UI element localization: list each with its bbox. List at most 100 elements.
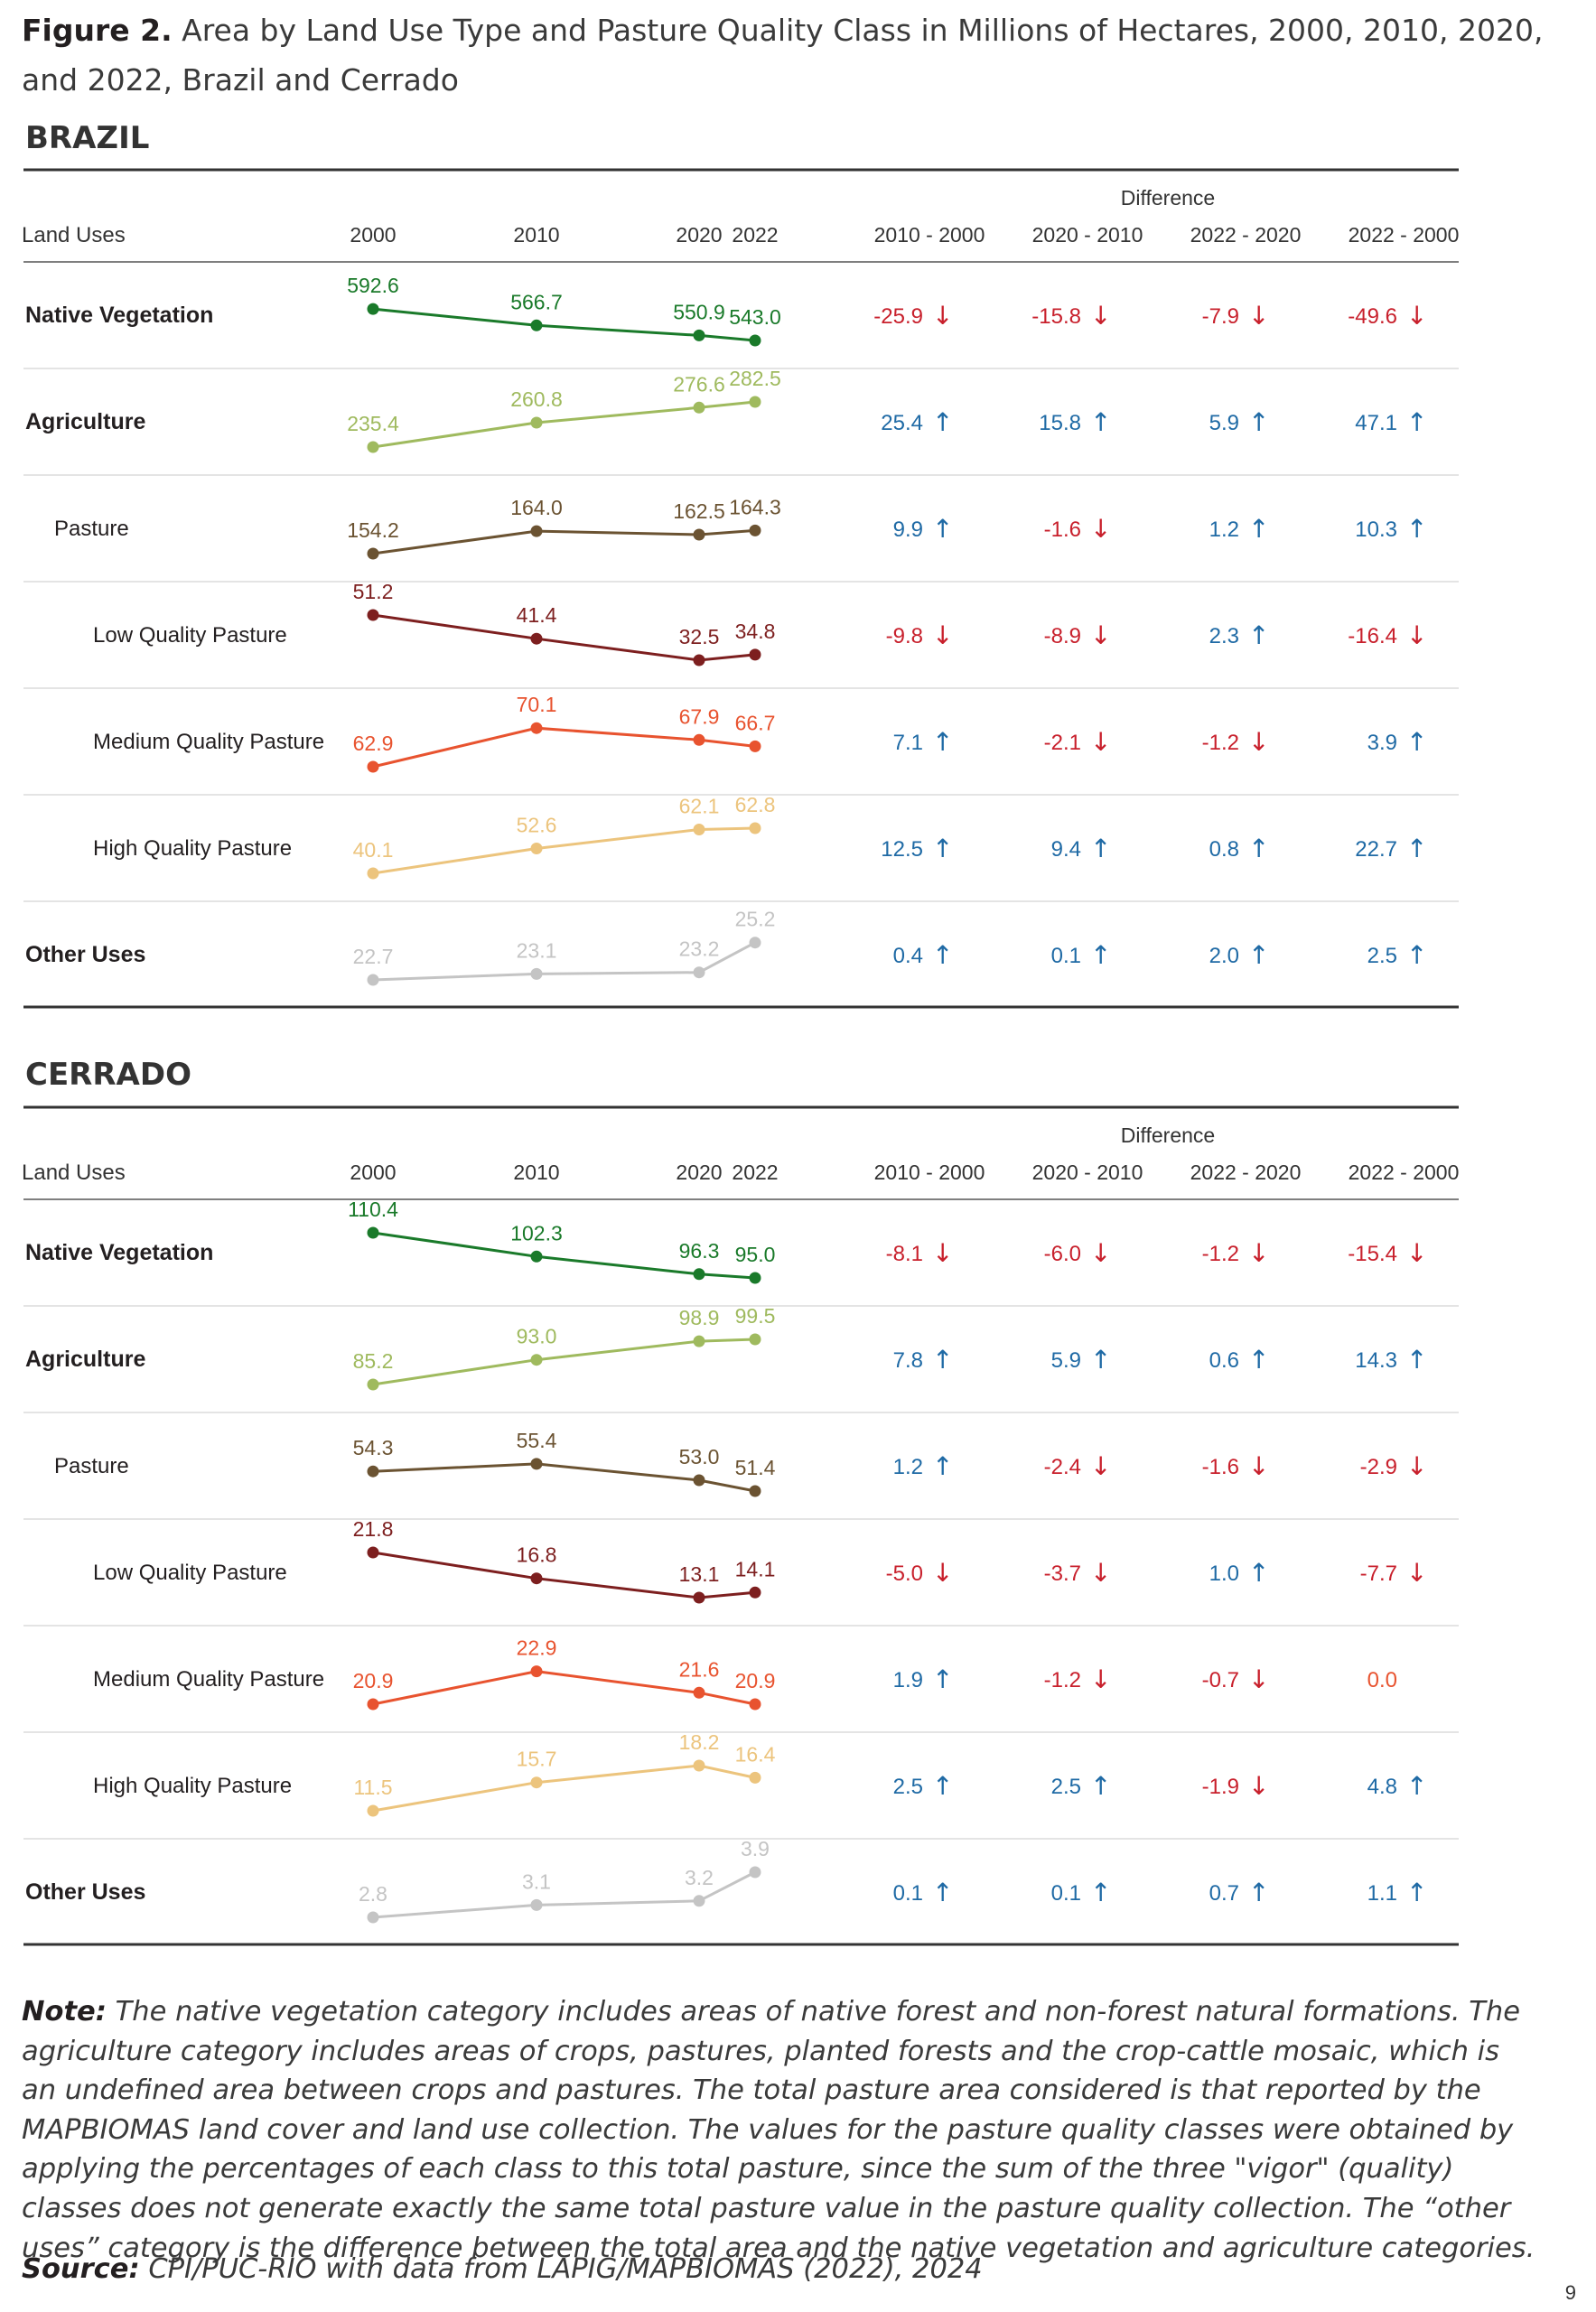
data-label: 110.4 — [348, 1198, 398, 1221]
difference-value: 1.2 — [893, 1455, 923, 1479]
data-label: 14.1 — [735, 1557, 776, 1580]
year-header-2020: 2020 — [676, 1161, 722, 1184]
difference-value: 0.1 — [1051, 944, 1081, 968]
data-label: 62.8 — [735, 793, 776, 816]
data-point — [693, 654, 705, 667]
data-label: 70.1 — [517, 693, 557, 716]
series-line-high-quality-pasture — [372, 1764, 756, 1813]
difference-value: 7.8 — [893, 1348, 923, 1373]
data-label: 13.1 — [679, 1562, 720, 1586]
data-point — [367, 760, 379, 773]
row-label-medium-quality-pasture: Medium Quality Pasture — [93, 1667, 324, 1692]
data-label: 22.7 — [353, 945, 394, 968]
data-label: 53.0 — [679, 1445, 720, 1468]
arrow-up-icon: ↑ — [1406, 1771, 1427, 1801]
data-label: 20.9 — [353, 1669, 394, 1692]
difference-value: -1.6 — [1044, 517, 1081, 542]
figure-source: Source: CPI/PUC-RIO with data from LAPIG… — [22, 2253, 983, 2285]
difference-value: 1.0 — [1209, 1562, 1239, 1586]
data-label: 16.8 — [517, 1543, 557, 1567]
arrow-down-icon: ↓ — [932, 301, 953, 331]
difference-value: -2.1 — [1044, 731, 1081, 755]
figure-title-text: Area by Land Use Type and Pasture Qualit… — [22, 13, 1544, 98]
data-point — [367, 1465, 379, 1478]
row-label-pasture: Pasture — [54, 517, 129, 541]
series-line-pasture — [372, 528, 756, 555]
arrow-up-icon: ↑ — [932, 1345, 953, 1375]
data-label: 543.0 — [729, 305, 781, 329]
difference-value: 47.1 — [1355, 411, 1397, 435]
data-point — [530, 843, 543, 854]
difference-value: -16.4 — [1348, 624, 1397, 648]
data-label: 3.9 — [741, 1837, 770, 1860]
difference-value: 4.8 — [1367, 1775, 1397, 1799]
arrow-up-icon: ↑ — [1406, 514, 1427, 544]
data-label: 85.2 — [353, 1349, 394, 1373]
difference-column-header: 2022 - 2000 — [1349, 1161, 1460, 1184]
data-point — [749, 648, 761, 661]
data-point — [367, 1911, 379, 1924]
data-point — [367, 974, 379, 986]
data-point — [749, 1272, 761, 1284]
difference-column-header: 2010 - 2000 — [874, 1161, 985, 1184]
arrow-down-icon: ↓ — [1248, 1238, 1269, 1268]
data-point — [693, 528, 705, 541]
difference-value: -7.9 — [1202, 304, 1239, 329]
data-point — [693, 401, 705, 414]
difference-value: 1.2 — [1209, 517, 1239, 542]
arrow-up-icon: ↑ — [1248, 1878, 1269, 1907]
data-label: 23.2 — [679, 937, 720, 961]
arrow-up-icon: ↑ — [932, 1664, 953, 1694]
difference-value: -15.4 — [1348, 1242, 1397, 1266]
difference-column-header: 2010 - 2000 — [874, 223, 985, 247]
data-point — [367, 867, 379, 880]
data-label: 66.7 — [735, 711, 776, 734]
data-label: 51.2 — [353, 580, 394, 603]
arrow-up-icon: ↑ — [1090, 1345, 1111, 1375]
note-label: Note: — [22, 1996, 107, 2028]
row-label-native-vegetation: Native Vegetation — [25, 303, 213, 328]
data-point — [693, 1335, 705, 1347]
difference-value: 9.9 — [893, 517, 923, 542]
data-point — [693, 966, 705, 979]
difference-header: Difference — [1121, 186, 1215, 210]
row-label-low-quality-pasture: Low Quality Pasture — [93, 623, 287, 648]
data-point — [749, 1771, 761, 1784]
data-label: 21.8 — [353, 1517, 394, 1541]
arrow-up-icon: ↑ — [1406, 407, 1427, 437]
arrow-down-icon: ↓ — [1090, 301, 1111, 331]
arrow-down-icon: ↓ — [1090, 620, 1111, 650]
data-label: 550.9 — [673, 300, 725, 323]
arrow-down-icon: ↓ — [1090, 1558, 1111, 1588]
data-label: 154.2 — [347, 518, 399, 542]
difference-value: -49.6 — [1348, 304, 1397, 329]
data-point — [693, 733, 705, 746]
arrow-down-icon: ↓ — [932, 1238, 953, 1268]
difference-value: 0.7 — [1209, 1881, 1239, 1906]
data-label: 21.6 — [679, 1657, 720, 1681]
arrow-down-icon: ↓ — [1406, 1451, 1427, 1481]
data-point — [749, 740, 761, 752]
data-label: 32.5 — [679, 625, 720, 648]
arrow-up-icon: ↑ — [1406, 940, 1427, 970]
data-label: 3.1 — [522, 1869, 551, 1893]
arrow-up-icon: ↑ — [932, 1878, 953, 1907]
arrow-up-icon: ↑ — [932, 834, 953, 863]
data-label: 162.5 — [673, 499, 725, 523]
difference-value: 0.1 — [893, 1881, 923, 1906]
arrow-down-icon: ↓ — [932, 620, 953, 650]
data-label: 93.0 — [517, 1325, 557, 1348]
difference-value: -3.7 — [1044, 1562, 1081, 1586]
year-header-2010: 2010 — [513, 223, 559, 247]
figure-title-lead: Figure 2. — [22, 13, 173, 48]
data-point — [693, 1474, 705, 1487]
year-header-2022: 2022 — [732, 1161, 778, 1184]
arrow-up-icon: ↑ — [1248, 940, 1269, 970]
data-label: 592.6 — [347, 274, 399, 297]
difference-value: 0.8 — [1209, 837, 1239, 862]
difference-value: -2.9 — [1360, 1455, 1397, 1479]
data-label: 235.4 — [347, 412, 399, 435]
series-line-high-quality-pasture — [372, 826, 756, 875]
data-point — [693, 1759, 705, 1772]
difference-value: 14.3 — [1355, 1348, 1397, 1373]
